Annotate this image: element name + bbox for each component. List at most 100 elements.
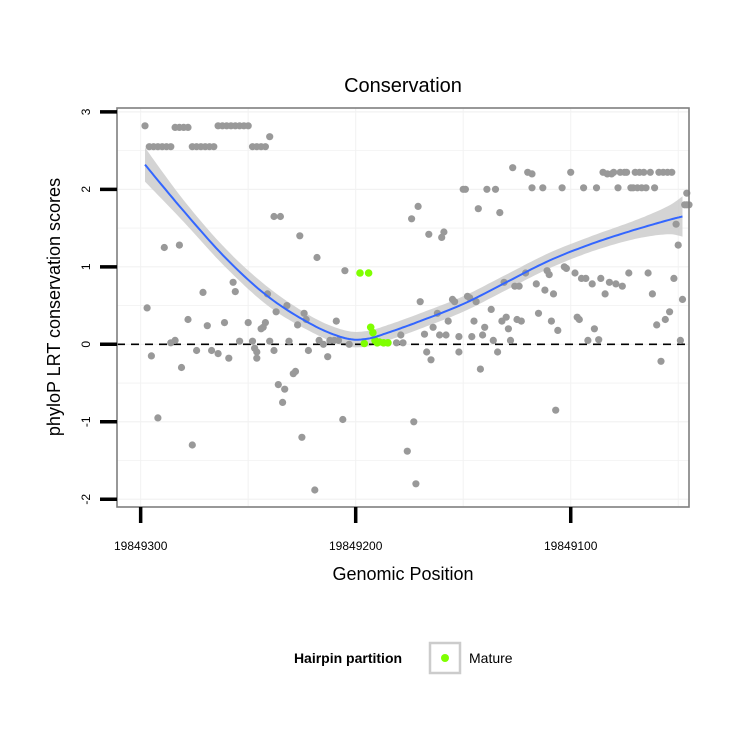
data-point [423, 348, 431, 356]
data-point [311, 486, 319, 494]
data-point [558, 184, 566, 192]
data-point [491, 185, 500, 193]
data-point [653, 321, 661, 329]
data-point [208, 346, 216, 355]
data-point [399, 339, 407, 347]
data-point [562, 264, 571, 272]
data-point [487, 305, 495, 313]
data-point [545, 271, 553, 279]
data-point [248, 337, 257, 345]
data-point [678, 295, 687, 303]
data-point [143, 304, 151, 312]
data-point [341, 267, 349, 275]
y-tick-label: -2 [79, 494, 93, 505]
data-point [554, 326, 562, 334]
data-point-mature [369, 328, 377, 337]
data-point [455, 333, 463, 341]
data-point [188, 441, 196, 449]
data-point [319, 340, 327, 348]
y-axis-title: phyloP LRT conservation scores [44, 178, 64, 436]
data-point [141, 122, 149, 130]
data-point [515, 282, 523, 290]
data-point [580, 184, 588, 192]
confidence-band [145, 147, 683, 348]
data-point [429, 323, 437, 331]
data-point [517, 317, 525, 325]
data-point [547, 317, 556, 325]
data-point [494, 348, 502, 356]
data-point [461, 185, 469, 193]
data-point [313, 253, 321, 262]
data-point [236, 337, 244, 345]
data-point [539, 184, 547, 192]
data-point [610, 168, 618, 176]
chart-title: Conservation [344, 75, 462, 97]
data-point [279, 398, 287, 406]
plot-panel [117, 108, 689, 507]
data-point [177, 363, 186, 372]
data-point [334, 336, 343, 344]
data-point [283, 302, 291, 310]
data-point [270, 212, 278, 221]
data-point [199, 288, 207, 296]
x-tick-label: 19849300 [114, 539, 168, 553]
data-point [281, 385, 289, 393]
data-point [597, 274, 605, 282]
data-point [272, 308, 280, 316]
data-point [436, 331, 444, 339]
data-point [552, 406, 560, 414]
data-point [668, 168, 676, 176]
data-point [184, 123, 192, 131]
data-point [595, 336, 603, 344]
data-point [476, 365, 484, 373]
legend-label-mature: Mature [469, 650, 513, 666]
smooth-line [144, 163, 683, 341]
data-point [648, 290, 657, 298]
data-point [468, 333, 476, 341]
data-point [455, 348, 463, 356]
data-point [489, 336, 497, 344]
data-point [294, 321, 302, 329]
data-point [528, 170, 536, 178]
data-point [444, 317, 452, 325]
y-tick-label: -1 [79, 416, 93, 427]
data-point [210, 143, 218, 151]
data-point [324, 353, 332, 361]
data-point [261, 143, 269, 151]
data-point [571, 269, 579, 277]
data-point [193, 346, 201, 355]
smooth-line-layer [144, 163, 683, 341]
data-point [229, 278, 237, 286]
data-point [298, 433, 306, 441]
data-point [214, 350, 222, 358]
data-point [276, 212, 284, 221]
data-point [472, 298, 480, 306]
data-point [154, 414, 162, 422]
panel-background [117, 108, 689, 507]
data-point [661, 315, 669, 324]
data-point [502, 313, 510, 321]
legend: Hairpin partition Mature [294, 641, 513, 675]
data-point-mature [364, 269, 373, 277]
data-point [614, 184, 622, 192]
data-point [612, 280, 620, 288]
data-point [496, 209, 504, 217]
x-tick-label: 19849200 [329, 539, 383, 553]
data-point [605, 278, 614, 286]
data-point-mature [356, 269, 364, 277]
y-tick-label: 2 [79, 186, 93, 193]
data-point [171, 336, 179, 344]
data-point [440, 228, 448, 236]
data-point [666, 308, 674, 316]
data-point [474, 205, 482, 213]
data-point [339, 415, 347, 424]
data-point [672, 220, 680, 228]
data-point [332, 317, 340, 325]
data-point [532, 280, 540, 288]
data-point [618, 282, 626, 290]
data-point [412, 480, 420, 488]
data-point [674, 241, 682, 249]
data-point [588, 280, 596, 288]
data-point [231, 288, 239, 296]
